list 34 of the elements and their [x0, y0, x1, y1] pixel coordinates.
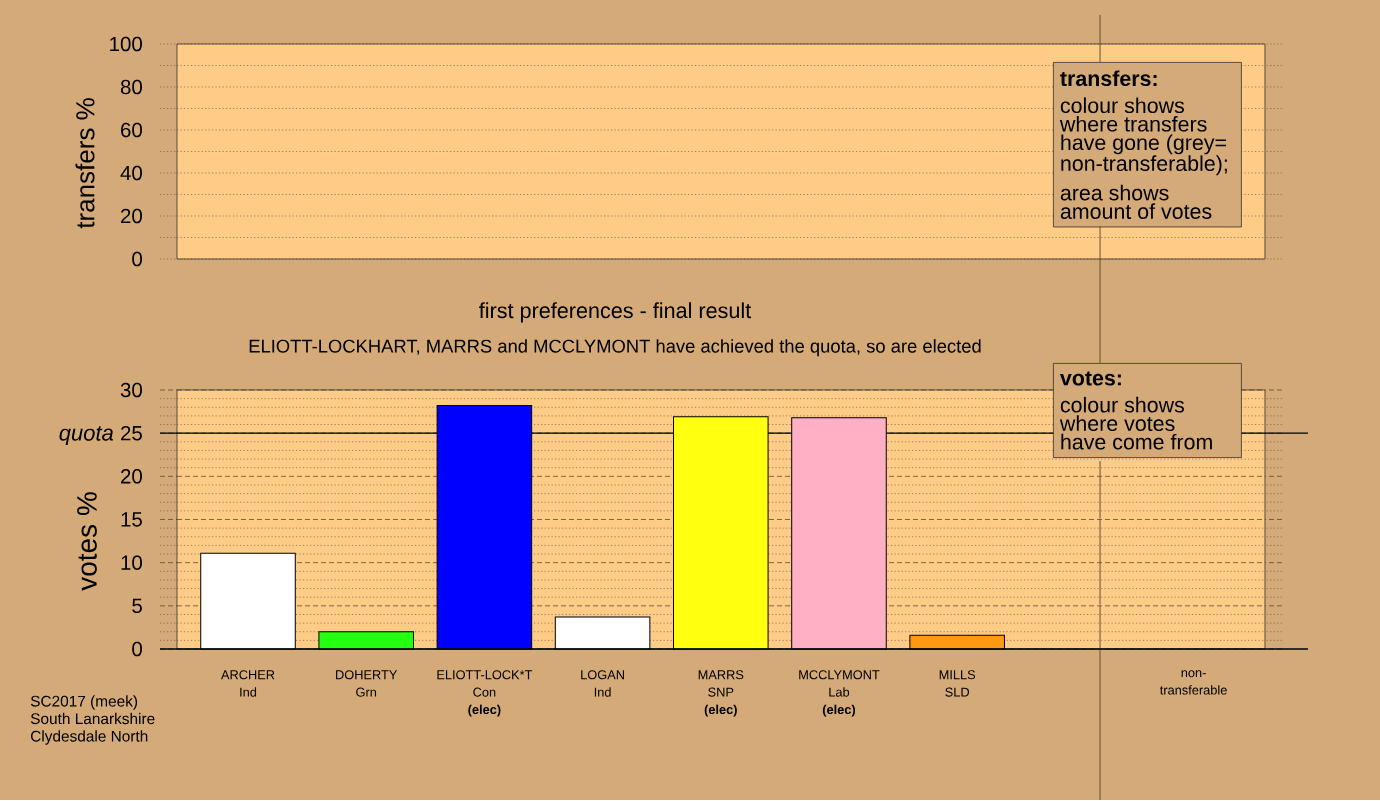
text: Clydesdale North: [30, 730, 148, 745]
x-tick-label: MCCLYMONT Lab (elec): [799, 670, 880, 717]
y-tick-label: 30: [120, 382, 142, 398]
y-tick-label: 20: [121, 469, 142, 484]
ref-line-label: quota: [59, 426, 114, 446]
text: SC2017 (meek): [30, 695, 138, 710]
x-tick-label: MARRS SNP (elec): [698, 670, 744, 717]
x-tick-label: LOGAN Ind: [581, 670, 624, 697]
x-tick-label: ELIOTT-LOCK*T Con (elec): [437, 670, 533, 717]
y-axis-title: transfers %: [75, 98, 95, 229]
y-tick-label: 5: [132, 598, 142, 614]
text: South Lanarkshire: [30, 713, 155, 725]
y-tick-label: 25: [121, 426, 142, 441]
y-tick-label: 100: [110, 36, 142, 52]
y-tick-label: 15: [121, 512, 142, 527]
x-tick-label: ARCHER Ind: [221, 670, 275, 697]
y-tick-label: 60: [121, 122, 142, 138]
y-tick-label: 80: [120, 79, 142, 95]
x-tick-label: DOHERTY Grn: [336, 670, 398, 697]
y-axis-title: votes %: [77, 492, 97, 591]
annotation: colour shows where transfers have gone (grey= non-transferable);: [1059, 97, 1227, 176]
chart-subtitle: ELIOTT-LOCKHART, MARRS and MCCLYMONT have achieved the quota, so are elected: [249, 339, 981, 357]
y-tick-label: 0: [132, 251, 142, 267]
annotation: transfers:: [1060, 70, 1157, 87]
x-tick-label: MILLS SLD: [939, 670, 976, 697]
annotation: area shows amount of votes: [1060, 185, 1212, 220]
y-tick-label: 20: [121, 208, 142, 224]
y-tick-label: 0: [132, 641, 142, 657]
text: votes:: [1059, 371, 1121, 386]
x-tick-label: non-transferable: [1159, 670, 1227, 695]
y-tick-label: 10: [121, 555, 142, 571]
y-tick-label: 40: [120, 165, 142, 181]
annotation: colour shows where votes have come from: [1059, 397, 1212, 450]
chart-title: first preferences - final result: [479, 302, 752, 323]
